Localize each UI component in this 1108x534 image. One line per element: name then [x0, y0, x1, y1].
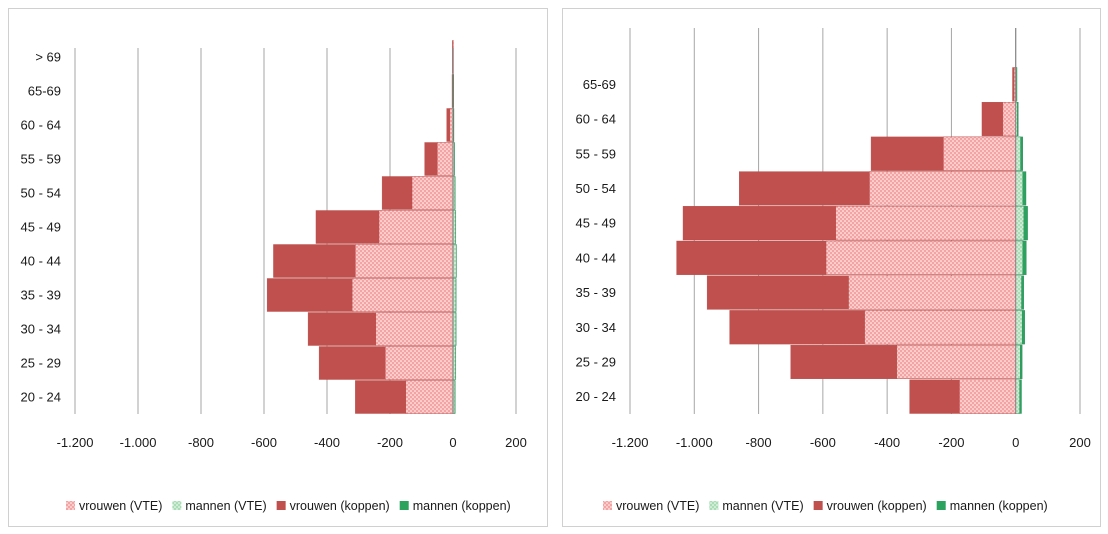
legend: vrouwen (VTE) mannen (VTE) vrouwen (koppen… [66, 499, 511, 513]
category-label: > 69 [35, 50, 61, 65]
x-tick-label: -1.200 [57, 435, 94, 450]
bar-vrouwen-vte [355, 244, 454, 278]
bar-vrouwen-vte [385, 346, 454, 380]
legend-label: vrouwen (koppen) [290, 499, 390, 513]
x-tick-label: -1.000 [120, 435, 157, 450]
category-label: 25 - 29 [21, 356, 61, 371]
legend: vrouwen (VTE) mannen (VTE) vrouwen (koppen… [603, 499, 1048, 513]
bar-vrouwen-vte [375, 312, 454, 346]
category-label: 60 - 64 [21, 118, 61, 133]
category-label: 20 - 24 [21, 390, 61, 405]
legend-swatch-mannen-vte [709, 501, 719, 510]
x-tick-label: -800 [188, 435, 214, 450]
legend-swatch-vrouwen-koppen [813, 501, 823, 510]
bar-vrouwen-vte [943, 136, 1016, 171]
category-label: 55 - 59 [576, 146, 616, 161]
legend-label: vrouwen (VTE) [616, 499, 699, 513]
x-tick-label: -800 [746, 435, 772, 450]
legend-label: mannen (VTE) [185, 499, 266, 513]
category-label: 35 - 39 [576, 285, 616, 300]
category-label: 45 - 49 [576, 216, 616, 231]
x-tick-label: -400 [874, 435, 900, 450]
bar-mannen-vte [1015, 379, 1020, 414]
legend-swatch-mannen-koppen [399, 501, 409, 510]
legend-label: mannen (VTE) [722, 499, 803, 513]
bar-vrouwen-vte [869, 171, 1016, 206]
category-label: 40 - 44 [21, 254, 61, 269]
legend-swatch-vrouwen-vte [603, 501, 612, 510]
bar-mannen-vte [1015, 206, 1024, 241]
category-label: 50 - 54 [21, 186, 61, 201]
category-label: 35 - 39 [21, 288, 61, 303]
bar-vrouwen-vte [437, 142, 454, 176]
bar-vrouwen-vte [405, 380, 454, 414]
bar-mannen-vte [1015, 136, 1021, 171]
category-label: 45 - 49 [21, 220, 61, 235]
x-tick-label: -200 [938, 435, 964, 450]
chart-panel-1: -1.200 -1.000 -800 -600 -400 -200 0 200 20 - 24 2… [8, 8, 548, 527]
legend-swatch-vrouwen-koppen [276, 501, 286, 510]
category-label: 25 - 29 [576, 354, 616, 369]
bar-mannen-vte [1015, 310, 1023, 345]
legend-label: vrouwen (koppen) [827, 499, 927, 513]
bar-mannen-vte [1015, 344, 1021, 380]
legend-swatch-vrouwen-vte [66, 501, 75, 510]
bar-vrouwen-vte [959, 379, 1016, 414]
x-tick-label: -1.000 [676, 435, 713, 450]
bar-vrouwen-vte [352, 278, 454, 312]
x-tick-label: -600 [810, 435, 836, 450]
bar-vrouwen-vte [864, 310, 1016, 345]
x-tick-label: -400 [314, 435, 340, 450]
x-tick-label: 0 [449, 435, 456, 450]
category-label: 60 - 64 [576, 112, 616, 127]
bar-vrouwen-vte [378, 210, 454, 244]
x-tick-label: -200 [377, 435, 403, 450]
category-label: 40 - 44 [576, 250, 616, 265]
x-tick-label: 200 [1069, 435, 1091, 450]
category-label: 55 - 59 [21, 152, 61, 167]
legend-label: mannen (koppen) [413, 499, 511, 513]
category-label: 30 - 34 [21, 322, 61, 337]
bar-mannen-vte [1015, 275, 1022, 310]
bar-mannen-vte [1015, 240, 1023, 275]
legend-swatch-mannen-koppen [936, 501, 946, 510]
category-label: 30 - 34 [576, 320, 616, 335]
category-label: 50 - 54 [576, 181, 616, 196]
x-tick-label: -1.200 [612, 435, 649, 450]
category-label: 65-69 [583, 77, 616, 92]
category-label: 20 - 24 [576, 389, 616, 404]
chart-panel-2: -1.200 -1.000 -800 -600 -400 -200 0 200 20 - 24 2… [562, 8, 1101, 527]
bar-vrouwen-vte [1002, 101, 1016, 137]
x-tick-label: 200 [505, 435, 527, 450]
legend-label: mannen (koppen) [950, 499, 1048, 513]
x-tick-label: 0 [1012, 435, 1019, 450]
legend-label: vrouwen (VTE) [79, 499, 162, 513]
legend-swatch-mannen-vte [172, 501, 182, 510]
bar-vrouwen-vte [411, 176, 454, 210]
bar-vrouwen-vte [896, 344, 1016, 380]
category-label: 65-69 [28, 84, 61, 99]
x-tick-label: -600 [251, 435, 277, 450]
bar-vrouwen-vte [848, 275, 1016, 310]
bar-vrouwen-vte [835, 206, 1016, 241]
bar-mannen-vte [1015, 171, 1023, 206]
bar-vrouwen-vte [825, 240, 1016, 275]
